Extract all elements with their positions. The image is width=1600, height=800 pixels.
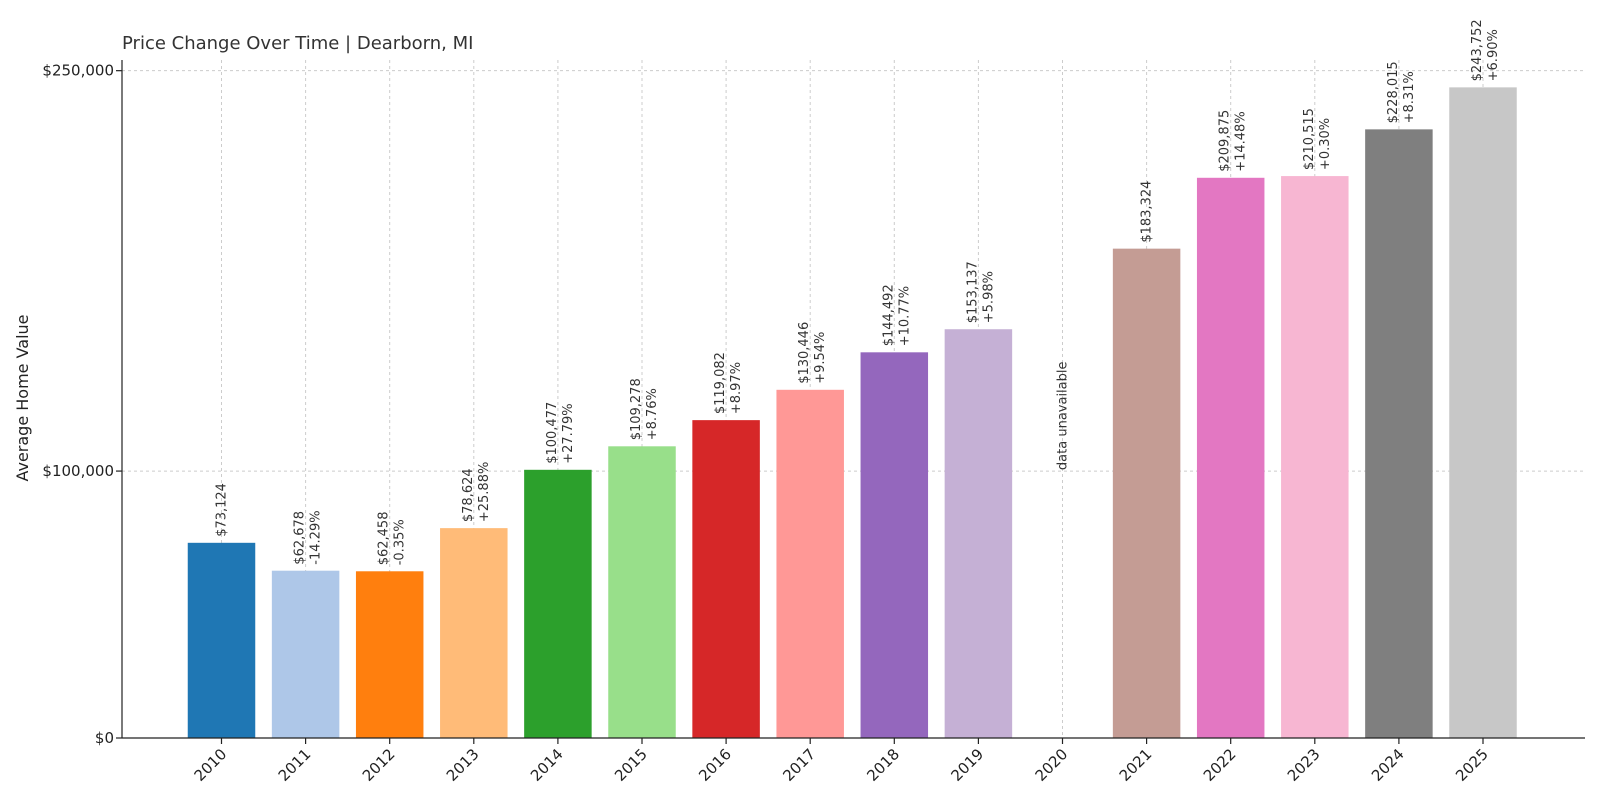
label-layer: $73,124 $62,678 -14.29% $62,458 -0.35% $78,62… <box>215 19 1502 565</box>
value-label: $62,458 <box>377 512 392 566</box>
bar-2023 <box>1281 176 1349 739</box>
y-tick-label: $250,000 <box>42 62 114 80</box>
value-label: $62,678 <box>293 511 308 565</box>
y-axis-label: Average Home Value <box>13 314 32 481</box>
change-label: +10.77% <box>897 286 912 346</box>
chart-title: Price Change Over Time | Dearborn, MI <box>122 33 473 54</box>
bar-2016 <box>692 420 760 738</box>
missing-data-label: data unavailable <box>1056 361 1071 470</box>
change-label: +9.54% <box>813 332 828 384</box>
bar-2024 <box>1365 129 1433 738</box>
bar-2017 <box>776 389 844 738</box>
change-label: +8.97% <box>729 362 744 414</box>
x-tick-label: 2014 <box>527 745 567 785</box>
x-tick-label: 2015 <box>611 745 651 785</box>
value-label: $183,324 <box>1140 181 1155 243</box>
change-label: +14.48% <box>1234 111 1249 171</box>
x-tick-label: 2018 <box>863 745 903 785</box>
value-label: $209,875 <box>1218 110 1233 172</box>
bar-2015 <box>608 446 676 738</box>
change-label: -14.29% <box>309 510 324 564</box>
change-label: +5.98% <box>981 271 996 323</box>
x-tick-label: 2025 <box>1452 745 1492 785</box>
x-tick-label: 2013 <box>443 745 483 785</box>
value-label: $130,446 <box>797 322 812 384</box>
bar-2019 <box>944 329 1013 738</box>
value-label: $109,278 <box>629 378 644 440</box>
x-tick-label: 2016 <box>695 745 735 785</box>
x-tick-label: 2020 <box>1032 745 1072 785</box>
bar-2022 <box>1196 177 1265 739</box>
bar-2018 <box>860 352 929 738</box>
bar-2014 <box>524 469 592 738</box>
value-label: $119,082 <box>713 352 728 414</box>
bar-2025 <box>1449 87 1517 738</box>
value-label: $243,752 <box>1470 19 1485 81</box>
change-label: +8.31% <box>1402 71 1417 123</box>
change-label: +8.76% <box>645 388 660 440</box>
y-tick-label: $0 <box>95 729 114 747</box>
bar-2012 <box>355 571 424 738</box>
value-label: $100,477 <box>545 402 560 464</box>
bar-2010 <box>187 542 256 738</box>
x-tick-label: 2017 <box>779 745 819 785</box>
x-tick-label: 2012 <box>359 745 399 785</box>
value-label: $210,515 <box>1302 108 1317 170</box>
change-label: +0.30% <box>1318 118 1333 170</box>
value-label: $153,137 <box>965 261 980 323</box>
value-label: $144,492 <box>881 284 896 346</box>
bar-layer <box>187 87 1517 739</box>
bar-2011 <box>271 570 340 738</box>
x-tick-label: 2021 <box>1116 745 1156 785</box>
x-tick-label: 2023 <box>1284 745 1324 785</box>
change-label: -0.35% <box>393 519 408 565</box>
bar-2021 <box>1112 248 1181 738</box>
value-label: $78,624 <box>461 468 476 522</box>
bar-2013 <box>440 528 508 738</box>
change-label: +27.79% <box>561 403 576 463</box>
change-label: +25.88% <box>477 462 492 522</box>
x-tick-label: 2019 <box>947 745 987 785</box>
value-label: $228,015 <box>1386 61 1401 123</box>
x-tick-label: 2024 <box>1368 745 1408 785</box>
x-tick-label: 2011 <box>275 745 315 785</box>
change-label: +6.90% <box>1486 29 1501 81</box>
y-tick-label: $100,000 <box>42 462 114 480</box>
x-tick-label: 2022 <box>1200 745 1240 785</box>
x-tick-label: 2010 <box>191 745 231 785</box>
value-label: $73,124 <box>215 483 230 537</box>
